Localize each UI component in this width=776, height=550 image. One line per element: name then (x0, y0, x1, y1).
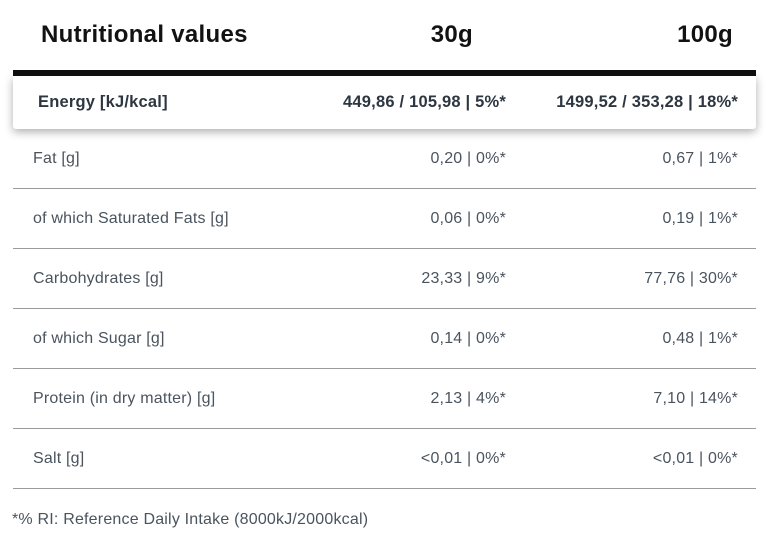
column-header-100g: 100g (677, 21, 733, 48)
row-value-100g: 0,19 | 1%* (662, 209, 738, 227)
row-label: Energy [kJ/kcal] (38, 93, 168, 111)
row-value-100g: 1499,52 / 353,28 | 18%* (556, 93, 738, 111)
row-value-100g: 77,76 | 30%* (644, 269, 738, 287)
reference-intake-footnote: *% RI: Reference Daily Intake (8000kJ/20… (12, 511, 369, 528)
row-value-30g: 0,06 | 0%* (430, 209, 506, 227)
table-row-protein: Protein (in dry matter) [g] 2,13 | 4%* 7… (13, 369, 756, 429)
table-body: Fat [g] 0,20 | 0%* 0,67 | 1%* of which S… (0, 129, 776, 489)
table-row-fat: Fat [g] 0,20 | 0%* 0,67 | 1%* (13, 129, 756, 189)
row-value-30g: <0,01 | 0%* (420, 449, 506, 467)
table-row-sugar: of which Sugar [g] 0,14 | 0%* 0,48 | 1%* (13, 309, 756, 369)
table-row-carbohydrates: Carbohydrates [g] 23,33 | 9%* 77,76 | 30… (13, 249, 756, 309)
row-value-100g: 7,10 | 14%* (653, 389, 738, 407)
table-row-salt: Salt [g] <0,01 | 0%* <0,01 | 0%* (13, 429, 756, 489)
table-header: Nutritional values 30g 100g (13, 0, 756, 70)
row-label: of which Sugar [g] (33, 329, 165, 347)
header-divider-bar (13, 70, 756, 76)
table-title: Nutritional values (41, 21, 248, 48)
row-value-100g: 0,48 | 1%* (662, 329, 738, 347)
column-header-30g: 30g (430, 21, 473, 48)
row-value-30g: 449,86 / 105,98 | 5%* (343, 93, 506, 111)
row-label: Protein (in dry matter) [g] (33, 389, 216, 407)
row-value-30g: 0,20 | 0%* (430, 149, 506, 167)
row-value-100g: 0,67 | 1%* (662, 149, 738, 167)
table-row-saturated-fats: of which Saturated Fats [g] 0,06 | 0%* 0… (13, 189, 756, 249)
row-label: Salt [g] (33, 449, 85, 467)
row-label: Fat [g] (33, 149, 80, 167)
row-value-30g: 0,14 | 0%* (430, 329, 506, 347)
row-value-30g: 2,13 | 4%* (430, 389, 506, 407)
table-row-energy: Energy [kJ/kcal] 449,86 / 105,98 | 5%* 1… (13, 76, 756, 129)
row-label: Carbohydrates [g] (33, 269, 164, 287)
row-value-100g: <0,01 | 0%* (652, 449, 738, 467)
row-label: of which Saturated Fats [g] (33, 209, 229, 227)
row-value-30g: 23,33 | 9%* (421, 269, 506, 287)
